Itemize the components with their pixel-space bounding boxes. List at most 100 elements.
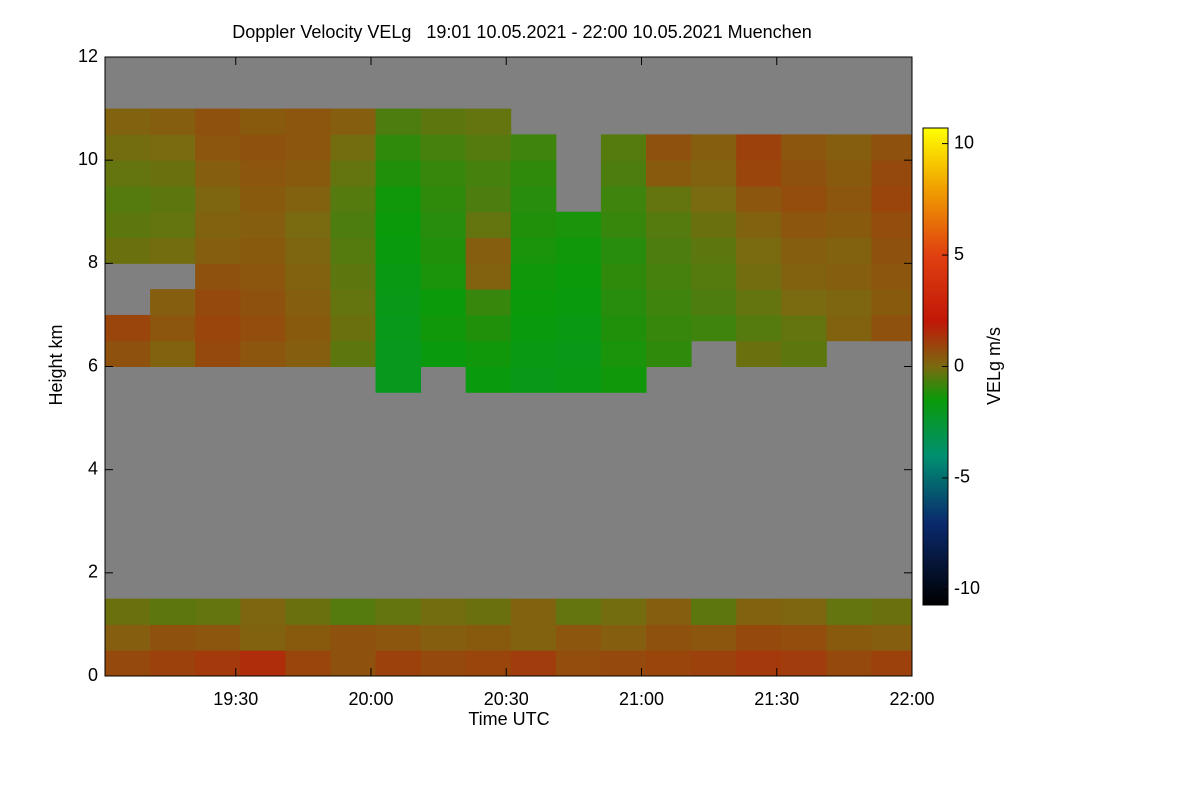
heatmap-cell [510, 624, 557, 651]
heatmap-cell [240, 289, 286, 316]
heatmap-cell [105, 108, 151, 135]
heatmap-cell [510, 211, 557, 239]
heatmap-cell [781, 160, 827, 187]
heatmap-cell [240, 650, 286, 677]
heatmap-cell [510, 340, 557, 367]
heatmap-cell [646, 263, 692, 290]
heatmap-cell [375, 624, 422, 651]
heatmap-cell [736, 160, 782, 187]
heatmap-cell [871, 650, 913, 677]
heatmap-cell [555, 340, 602, 367]
heatmap-cell [736, 650, 782, 677]
heatmap-cell [375, 108, 422, 135]
x-tick-label: 20:30 [484, 689, 529, 709]
heatmap-cell [240, 624, 286, 651]
heatmap-cell [465, 650, 512, 677]
heatmap-cell [736, 289, 782, 316]
heatmap-cell [240, 237, 286, 264]
heatmap-cell [105, 237, 151, 264]
heatmap-cell [781, 289, 827, 316]
heatmap-cell [150, 289, 196, 316]
heatmap-cell [600, 289, 647, 316]
heatmap-cell [330, 185, 377, 213]
heatmap-cell [375, 185, 422, 213]
heatmap-cell [555, 237, 602, 264]
heatmap-cell [646, 289, 692, 316]
heatmap-cell [510, 289, 557, 316]
heatmap-cell [465, 185, 512, 213]
heatmap-cell [555, 314, 602, 342]
heatmap-cell [646, 160, 692, 187]
heatmap-cell [465, 340, 512, 367]
heatmap-cell [826, 211, 872, 239]
heatmap-cell [826, 314, 872, 342]
heatmap-cell [691, 624, 737, 651]
colorbar-tick-label: -5 [954, 467, 970, 487]
heatmap-cell [465, 366, 512, 393]
heatmap-cell [871, 160, 913, 187]
heatmap-cell [826, 598, 872, 625]
heatmap-cell [375, 289, 422, 316]
heatmap-cell [691, 134, 737, 161]
heatmap-cell [195, 185, 241, 213]
heatmap-cell [330, 263, 377, 290]
y-tick-label: 8 [88, 252, 98, 272]
heatmap-cell [240, 598, 286, 625]
heatmap-cell [375, 598, 422, 625]
heatmap-cell [420, 108, 467, 135]
heatmap-cell [375, 340, 422, 367]
heatmap-cell [691, 598, 737, 625]
heatmap-cell [195, 211, 241, 239]
heatmap-cell [330, 108, 377, 135]
x-tick-label: 21:30 [754, 689, 799, 709]
heatmap-cell [465, 134, 512, 161]
heatmap-cell [375, 650, 422, 677]
heatmap-cell [330, 624, 377, 651]
heatmap-cell [736, 211, 782, 239]
heatmap-cell [375, 237, 422, 264]
heatmap-cell [240, 185, 286, 213]
heatmap-cell [420, 185, 467, 213]
heatmap-cell [736, 263, 782, 290]
heatmap-cell [691, 289, 737, 316]
x-axis-label: Time UTC [468, 709, 549, 729]
heatmap-cell [195, 340, 241, 367]
heatmap-cell [105, 340, 151, 367]
heatmap-cell [285, 289, 331, 316]
heatmap-cell [285, 134, 331, 161]
heatmap-cell [330, 598, 377, 625]
heatmap-cell [195, 650, 241, 677]
heatmap-cell [330, 650, 377, 677]
heatmap-cell [285, 263, 331, 290]
heatmap-cell [736, 598, 782, 625]
heatmap-cell [285, 108, 331, 135]
heatmap-cell [420, 134, 467, 161]
heatmap-cell [375, 314, 422, 342]
heatmap-cell [510, 366, 557, 393]
heatmap-cell [646, 185, 692, 213]
heatmap-cell [510, 134, 557, 161]
chart-title: Doppler Velocity VELg 19:01 10.05.2021 -… [232, 22, 811, 42]
heatmap-cell [465, 108, 512, 135]
heatmap-cell [420, 598, 467, 625]
heatmap-cell [510, 185, 557, 213]
heatmap-cell [736, 624, 782, 651]
heatmap-cell [240, 108, 286, 135]
heatmap-cell [555, 366, 602, 393]
heatmap-cell [781, 134, 827, 161]
heatmap-cell [510, 650, 557, 677]
heatmap-cell [285, 160, 331, 187]
x-tick-label: 21:00 [619, 689, 664, 709]
heatmap-cell [150, 650, 196, 677]
heatmap-cell [826, 624, 872, 651]
heatmap-cell [240, 340, 286, 367]
heatmap-cell [285, 650, 331, 677]
y-tick-label: 2 [88, 562, 98, 582]
heatmap-cell [105, 160, 151, 187]
plot-area [105, 57, 913, 677]
heatmap-cell [600, 366, 647, 393]
heatmap-cell [600, 160, 647, 187]
heatmap-cell [600, 211, 647, 239]
heatmap-cell [105, 624, 151, 651]
heatmap-cell [736, 134, 782, 161]
